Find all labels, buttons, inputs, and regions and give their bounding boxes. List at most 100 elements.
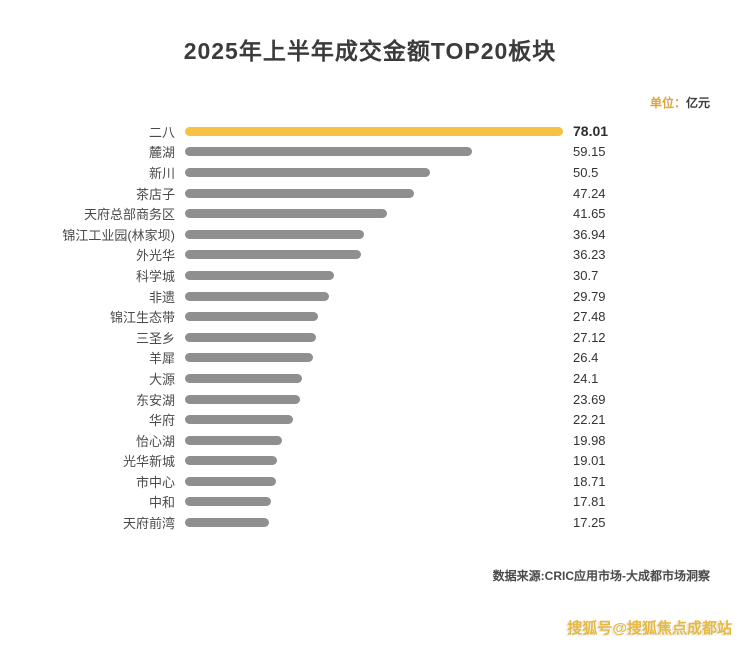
bar bbox=[185, 270, 334, 280]
bar bbox=[185, 394, 300, 404]
value-label: 19.98 bbox=[573, 432, 606, 448]
category-label: 大源 bbox=[148, 371, 175, 387]
bar-track bbox=[185, 229, 563, 239]
chart-row: 中和 17.81 bbox=[20, 492, 720, 513]
bar bbox=[185, 518, 269, 528]
unit-label: 单位：亿元 bbox=[30, 94, 710, 111]
category-label: 天府前湾 bbox=[122, 516, 175, 532]
value-label: 18.71 bbox=[573, 473, 606, 489]
value-label: 47.24 bbox=[573, 185, 606, 201]
bar bbox=[185, 497, 272, 507]
chart-row: 大源 24.1 bbox=[20, 368, 720, 389]
bar-track bbox=[185, 126, 563, 136]
bar-track bbox=[185, 497, 563, 507]
chart-row: 科学城 30.7 bbox=[20, 265, 720, 286]
value-label: 17.25 bbox=[573, 515, 606, 531]
chart-row: 羊犀 26.4 bbox=[20, 348, 720, 369]
value-label: 41.65 bbox=[573, 206, 606, 222]
value-label: 78.01 bbox=[573, 123, 609, 140]
bar-track bbox=[185, 209, 563, 219]
chart-row: 东安湖 23.69 bbox=[20, 389, 720, 410]
value-label: 29.79 bbox=[573, 288, 606, 304]
bar bbox=[185, 167, 430, 177]
bar-track bbox=[185, 518, 563, 528]
category-label: 东安湖 bbox=[135, 392, 175, 408]
value-label: 24.1 bbox=[573, 370, 599, 386]
bar bbox=[185, 250, 361, 260]
bar-track bbox=[185, 291, 563, 301]
bar-track bbox=[185, 353, 563, 363]
bar-track bbox=[185, 394, 563, 404]
value-label: 26.4 bbox=[573, 350, 599, 366]
value-label: 19.01 bbox=[573, 453, 606, 469]
bar bbox=[185, 373, 302, 383]
bar bbox=[185, 291, 330, 301]
data-source-note: 数据来源:CRIC应用市场-大成都市场洞察 bbox=[492, 568, 710, 583]
bar-track bbox=[185, 250, 563, 260]
chart-title: 2025年上半年成交金额TOP20板块 bbox=[183, 38, 557, 64]
bar bbox=[185, 353, 313, 363]
chart-row: 锦江工业园(林家坝) 36.94 bbox=[20, 224, 720, 245]
chart-row: 麓湖 59.15 bbox=[20, 142, 720, 163]
chart-row: 锦江生态带 27.48 bbox=[20, 306, 720, 327]
category-label: 中和 bbox=[148, 495, 175, 511]
category-label: 麓湖 bbox=[148, 145, 175, 161]
chart-rows: 二八 78.01 麓湖 59.15 新川 50.5 茶店子 47.24 天府总部商务区 41.65… bbox=[20, 121, 720, 533]
bar-track bbox=[185, 188, 563, 198]
bar bbox=[185, 332, 317, 342]
unit-value: 亿元 bbox=[685, 96, 710, 110]
category-label: 外光华 bbox=[135, 248, 175, 264]
category-label: 新川 bbox=[148, 165, 175, 181]
watermark: 搜狐号@搜狐焦点成都站 bbox=[567, 620, 732, 637]
bar bbox=[185, 188, 414, 198]
category-label: 光华新城 bbox=[122, 454, 175, 470]
chart-row: 茶店子 47.24 bbox=[20, 183, 720, 204]
category-label: 二八 bbox=[148, 124, 175, 140]
bar-highlighted bbox=[185, 126, 563, 136]
category-label: 茶店子 bbox=[135, 186, 175, 202]
category-label: 华府 bbox=[148, 413, 175, 429]
chart-row: 二八 78.01 bbox=[20, 121, 720, 142]
value-label: 59.15 bbox=[573, 144, 606, 160]
chart-row: 非遗 29.79 bbox=[20, 286, 720, 307]
bar bbox=[185, 209, 387, 219]
bar-track bbox=[185, 435, 563, 445]
bar-track bbox=[185, 456, 563, 466]
value-label: 23.69 bbox=[573, 391, 606, 407]
category-label: 市中心 bbox=[135, 474, 175, 490]
chart-row: 三圣乡 27.12 bbox=[20, 327, 720, 348]
bar bbox=[185, 415, 293, 425]
category-label: 科学城 bbox=[135, 268, 175, 284]
bar bbox=[185, 312, 319, 322]
value-label: 27.48 bbox=[573, 309, 606, 325]
value-label: 17.81 bbox=[573, 494, 606, 510]
category-label: 锦江生态带 bbox=[109, 310, 175, 326]
category-label: 三圣乡 bbox=[135, 330, 175, 346]
value-label: 50.5 bbox=[573, 164, 599, 180]
bar-track bbox=[185, 373, 563, 383]
category-label: 非遗 bbox=[148, 289, 175, 305]
chart-row: 光华新城 19.01 bbox=[20, 451, 720, 472]
chart-row: 市中心 18.71 bbox=[20, 471, 720, 492]
category-label: 天府总部商务区 bbox=[83, 207, 175, 223]
value-label: 27.12 bbox=[573, 329, 606, 345]
chart-row: 天府总部商务区 41.65 bbox=[20, 203, 720, 224]
category-label: 怡心湖 bbox=[135, 433, 175, 449]
bar bbox=[185, 476, 276, 486]
bar-track bbox=[185, 312, 563, 322]
value-label: 22.21 bbox=[573, 412, 606, 428]
bar-track bbox=[185, 147, 563, 157]
unit-prefix: 单位： bbox=[649, 96, 686, 110]
chart-row: 天府前湾 17.25 bbox=[20, 512, 720, 533]
value-label: 36.94 bbox=[573, 226, 606, 242]
bar-track bbox=[185, 270, 563, 280]
bar-track bbox=[185, 167, 563, 177]
bar bbox=[185, 456, 278, 466]
value-label: 36.23 bbox=[573, 247, 606, 263]
category-label: 锦江工业园(林家坝) bbox=[62, 227, 175, 243]
bar-track bbox=[185, 415, 563, 425]
chart-row: 外光华 36.23 bbox=[20, 245, 720, 266]
bar-track bbox=[185, 332, 563, 342]
bar-track bbox=[185, 476, 563, 486]
